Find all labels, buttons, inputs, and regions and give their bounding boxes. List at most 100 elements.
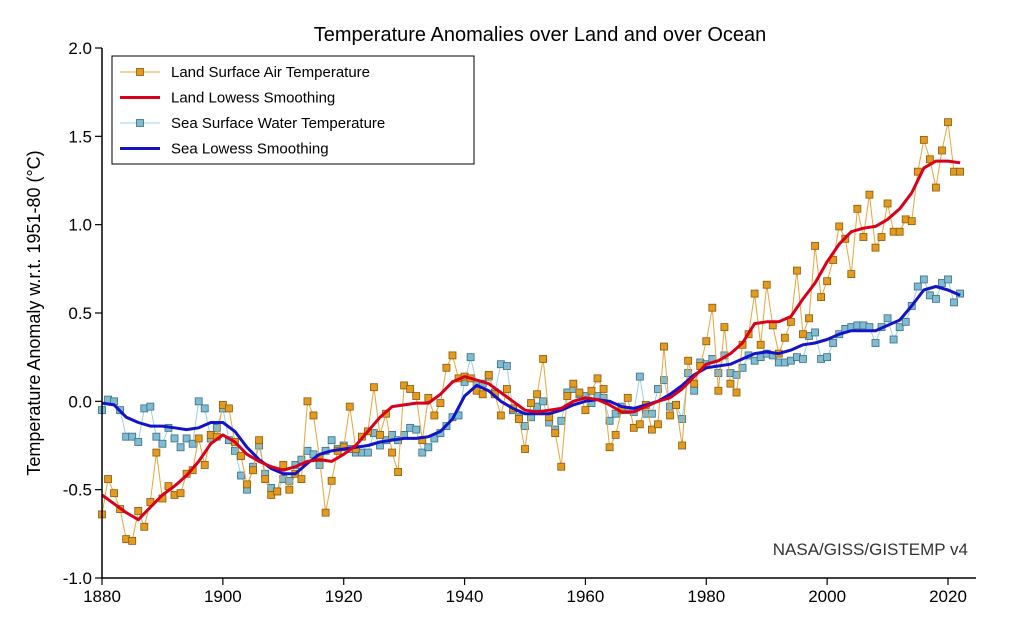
land-data-point (539, 355, 548, 363)
land-data-point (224, 404, 233, 413)
sea-data-point (188, 439, 197, 448)
land-data-point (762, 280, 771, 289)
sea-smooth-series-line (101, 285, 961, 476)
sea-data-point (919, 275, 928, 284)
land-data-point (635, 420, 644, 429)
land-data-point (309, 411, 318, 420)
sea-data-point (212, 423, 221, 432)
land-data-point (134, 506, 143, 515)
land-data-point (859, 233, 868, 241)
x-tick-label: 1900 (204, 587, 242, 606)
land-data-point (176, 489, 185, 498)
land-data-point (932, 183, 940, 192)
y-tick-label: 0.0 (68, 392, 92, 411)
land-data-point (883, 199, 892, 208)
y-tick-label: -1.0 (63, 569, 92, 588)
x-tick-label: 1960 (567, 587, 605, 606)
land-data-point (273, 487, 282, 496)
sea-data-point (635, 372, 644, 381)
sea-data-point (128, 432, 137, 441)
sea-data-point (557, 416, 566, 425)
land-data-point (895, 227, 904, 236)
land-data-point (756, 340, 765, 349)
land-data-point (140, 522, 149, 531)
land-data-point (811, 241, 819, 250)
land-data-point (285, 485, 294, 494)
land-data-point (261, 475, 270, 483)
sea-data-point (913, 282, 922, 291)
land-data-point (944, 118, 952, 127)
land-data-point (502, 385, 511, 393)
land-data-point (345, 402, 354, 411)
legend-swatch-marker (136, 119, 144, 127)
land-data-point (786, 317, 795, 326)
land-data-point (430, 411, 439, 420)
x-tick-label: 2020 (929, 587, 967, 606)
sea-data-point (714, 369, 723, 377)
land-data-point (684, 356, 693, 365)
y-tick-label: 0.5 (68, 304, 92, 323)
sea-data-point (152, 432, 161, 441)
legend-box (111, 55, 475, 165)
sea-data-point (466, 353, 475, 362)
land-data-point (817, 293, 825, 302)
y-tick-label: 1.5 (68, 127, 92, 146)
plot-area (98, 118, 964, 545)
land-data-point (557, 462, 566, 471)
land-data-point (793, 266, 801, 275)
land-data-point (593, 374, 602, 383)
land-data-point (672, 400, 680, 409)
x-tick-label: 1880 (83, 587, 121, 606)
land-data-point (599, 385, 608, 393)
land-data-point (956, 167, 964, 176)
y-tick-label: 2.0 (68, 39, 92, 58)
land-data-point (496, 411, 505, 420)
land-data-point (279, 461, 288, 469)
land-data-point (388, 448, 396, 457)
land-data-point (847, 270, 856, 279)
land-data-point (551, 429, 560, 438)
land-data-point (406, 385, 415, 393)
land-data-point (104, 475, 112, 483)
land-data-point (678, 441, 687, 450)
land-data-point (515, 415, 523, 423)
land-data-point (521, 445, 529, 453)
land-data-point (660, 342, 668, 351)
land-data-point (835, 222, 844, 231)
y-tick-label: -0.5 (63, 481, 92, 500)
land-data-point (303, 397, 312, 406)
sea-data-point (889, 335, 898, 344)
sea-data-point (182, 434, 191, 443)
sea-data-point (883, 314, 892, 323)
legend-label: Sea Surface Water Temperature (171, 115, 385, 132)
sea-data-point (146, 402, 155, 411)
sea-data-point (424, 443, 433, 452)
land-data-point (919, 135, 928, 144)
sea-data-point (539, 397, 548, 406)
sea-data-point (388, 430, 396, 439)
land-data-point (237, 452, 245, 461)
land-data-point (805, 314, 813, 323)
land-data-point (907, 217, 916, 226)
y-axis-ticks: -1.0 -0.5 0.0 0.5 1.0 1.5 2.0 (63, 39, 102, 588)
sea-data-point (170, 434, 179, 443)
land-data-point (611, 430, 620, 439)
land-data-point (569, 379, 578, 388)
sea-data-point (944, 275, 952, 284)
land-data-point (865, 190, 874, 199)
land-data-point (587, 386, 596, 395)
land-data-point (448, 351, 457, 360)
sea-data-point (811, 328, 819, 337)
land-data-point (255, 436, 264, 445)
land-data-point (376, 430, 384, 439)
land-data-point (714, 386, 723, 395)
land-data-point (152, 448, 161, 457)
land-data-point (370, 383, 378, 392)
land-data-point (581, 406, 590, 415)
sea-data-point (418, 448, 427, 457)
land-data-point (478, 390, 487, 399)
sea-data-point (176, 443, 185, 452)
land-data-point (750, 289, 759, 298)
land-data-point (702, 337, 711, 346)
